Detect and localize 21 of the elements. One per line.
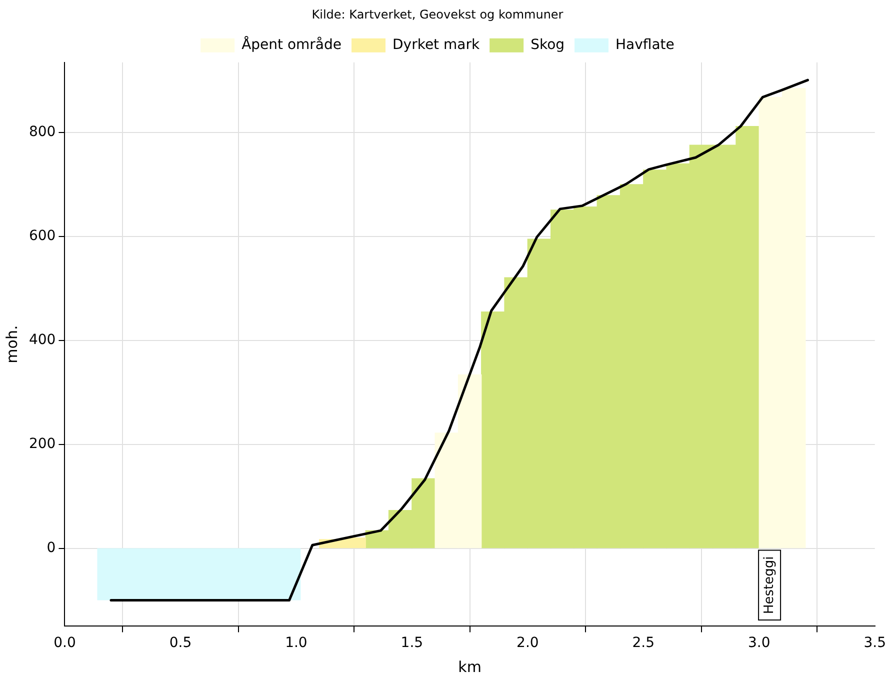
x-tick-label: 0.5 <box>169 635 192 652</box>
x-tick-label: 3.0 <box>748 635 770 652</box>
x-axis-title: km <box>458 658 482 676</box>
legend-label: Skog <box>530 37 565 54</box>
legend-label: Åpent område <box>242 36 342 54</box>
x-tick-label: 2.0 <box>516 635 539 652</box>
y-axis-title: moh. <box>2 325 21 364</box>
x-tick-label: 1.5 <box>400 635 424 652</box>
y-tick-label: 800 <box>28 124 56 140</box>
y-tick-label: 200 <box>28 436 56 452</box>
legend-label: Havflate <box>616 37 674 54</box>
annotation: Hesteggi <box>762 556 777 614</box>
x-tick-label: 0.0 <box>54 635 76 652</box>
x-tick-label: 1.0 <box>285 635 308 652</box>
x-tick-label: 2.5 <box>632 635 655 652</box>
y-tick-label: 400 <box>28 332 56 348</box>
chart-title: Kilde: Kartverket, Geovekst og kommuner <box>312 7 564 22</box>
y-tick-label: 0 <box>46 540 56 556</box>
x-tick-label: 3.5 <box>864 635 886 652</box>
y-tick-label: 600 <box>28 228 56 244</box>
legend-label: Dyrket mark <box>392 37 480 54</box>
